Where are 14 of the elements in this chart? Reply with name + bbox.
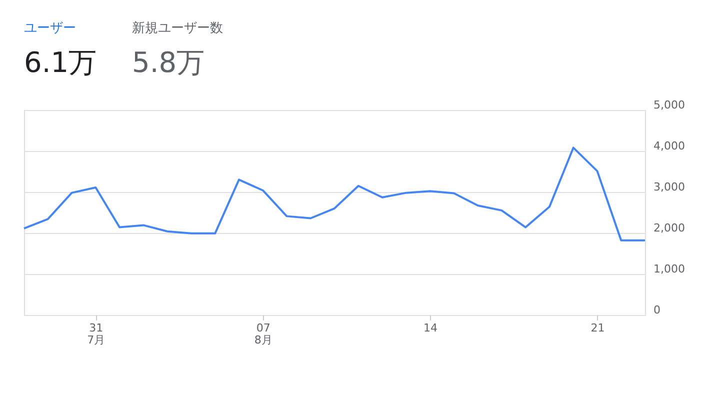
y-tick-label: 5,000 (654, 98, 685, 112)
y-tick-label: 3,000 (654, 180, 685, 194)
y-tick-label: 4,000 (654, 140, 685, 152)
x-tick-label: 31 7月 (87, 322, 106, 346)
text: 5.8万 (132, 46, 205, 79)
text: 6.1万 (24, 46, 97, 79)
x-tick-label: 21 (590, 322, 605, 334)
y-tick-label: 0 (654, 304, 660, 316)
chart-title: ユーザー (24, 21, 76, 36)
x-tick-label: 14 (424, 322, 438, 334)
y-tick-label: 1,000 (654, 262, 685, 276)
x-tick-label: 07 8月 (254, 322, 272, 346)
text: 新規ユーザー数 (132, 21, 223, 36)
y-tick-label: 2,000 (654, 222, 685, 234)
